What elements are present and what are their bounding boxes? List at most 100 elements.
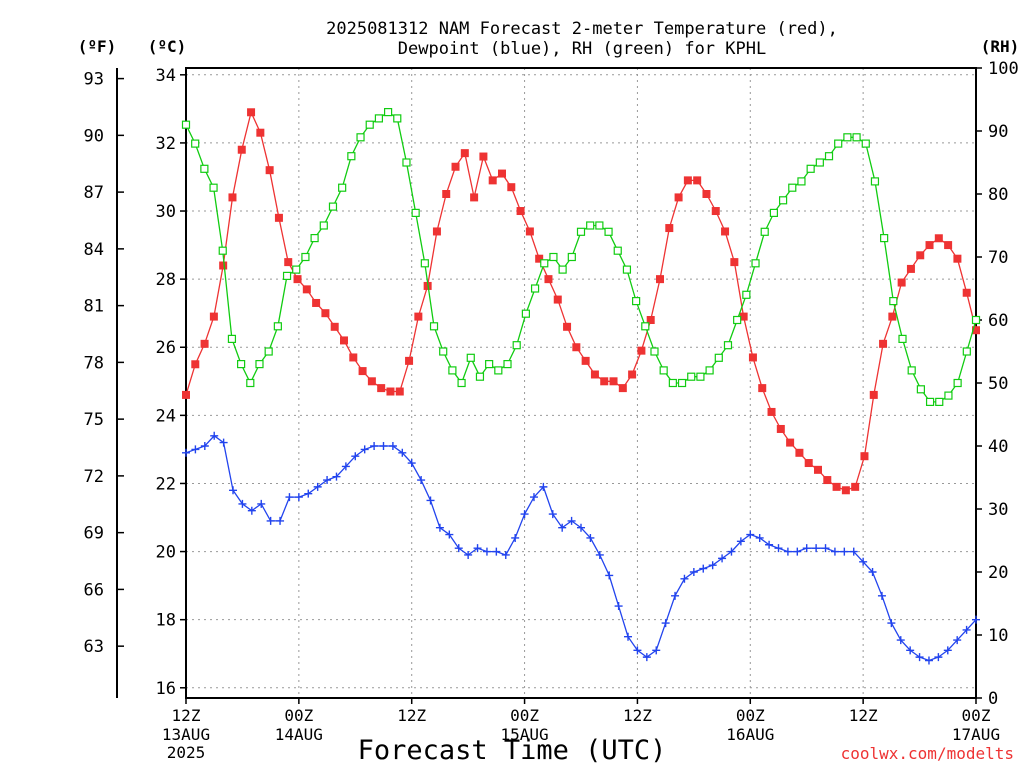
data-point-temperature <box>665 224 674 233</box>
data-point-temperature <box>479 152 488 161</box>
data-point-dewpoint <box>877 591 886 600</box>
data-point-rh <box>273 322 282 331</box>
data-point-temperature <box>432 227 441 236</box>
data-point-rh <box>962 347 971 356</box>
data-point-rh <box>769 208 779 217</box>
data-point-dewpoint <box>586 533 595 542</box>
data-point-rh <box>714 353 723 362</box>
data-point-temperature <box>414 312 423 321</box>
data-point-temperature <box>767 407 776 416</box>
data-point-dewpoint <box>304 489 313 498</box>
data-point-rh <box>237 360 246 369</box>
tick-label-x-date: 17AUG <box>952 725 1000 744</box>
unit-label-celsius: (ºC) <box>148 37 187 56</box>
tick-label-x-date: 16AUG <box>726 725 774 744</box>
data-point-dewpoint <box>642 653 651 662</box>
tick-label-c: 28 <box>156 270 176 290</box>
data-point-temperature <box>646 316 655 324</box>
data-point-rh <box>834 139 843 148</box>
tick-label-rh: 90 <box>988 122 1008 142</box>
tick-label-c: 26 <box>156 338 176 358</box>
data-point-rh <box>420 259 429 268</box>
data-point-temperature <box>656 275 664 284</box>
data-point-dewpoint <box>417 476 426 485</box>
data-point-rh <box>604 227 613 236</box>
data-point-dewpoint <box>529 493 538 502</box>
data-point-dewpoint <box>736 537 745 546</box>
tick-label-c: 20 <box>156 543 176 563</box>
data-point-rh <box>356 133 365 142</box>
data-point-dewpoint <box>793 547 802 556</box>
data-point-rh <box>521 309 530 318</box>
tick-label-rh: 20 <box>988 563 1008 583</box>
data-point-rh <box>328 202 338 211</box>
data-point-rh <box>733 315 742 325</box>
data-point-rh <box>494 366 503 375</box>
data-point-dewpoint <box>943 646 952 655</box>
data-point-rh <box>687 372 696 381</box>
tick-label-f: 87 <box>84 183 104 203</box>
data-point-dewpoint <box>182 448 190 457</box>
tick-label-f: 81 <box>84 297 104 317</box>
data-point-temperature <box>841 486 850 495</box>
series-0-group <box>182 108 980 495</box>
data-point-rh <box>365 120 374 129</box>
tick-label-c: 30 <box>156 202 176 222</box>
data-point-dewpoint <box>868 568 877 576</box>
data-point-rh <box>861 139 870 148</box>
data-point-temperature <box>191 360 200 369</box>
data-point-rh <box>310 234 319 243</box>
data-point-temperature <box>906 264 915 273</box>
data-point-temperature <box>730 258 739 267</box>
data-point-dewpoint <box>718 554 727 563</box>
tick-label-rh: 80 <box>988 185 1008 205</box>
data-point-dewpoint <box>830 547 839 556</box>
data-point-dewpoint <box>840 547 849 556</box>
data-point-dewpoint <box>370 442 379 450</box>
data-point-rh <box>246 378 255 388</box>
tick-label-rh: 100 <box>988 59 1019 79</box>
unit-label-rh: (RH) <box>981 37 1020 56</box>
data-point-rh <box>512 341 521 350</box>
data-point-temperature <box>897 278 906 287</box>
data-point-temperature <box>470 193 479 202</box>
data-point-rh <box>677 378 687 388</box>
data-point-temperature <box>386 387 395 396</box>
data-point-dewpoint <box>539 482 548 491</box>
data-point-dewpoint <box>473 544 482 553</box>
data-point-dewpoint <box>896 636 905 645</box>
data-point-dewpoint <box>548 510 557 519</box>
axes: 63 66 69 72 75 78 81 84 87 90 93 16 18 20 22 24 26 28 30 32… <box>84 59 1019 762</box>
data-point-temperature <box>600 377 609 386</box>
x-axis-title: Forecast Time (UTC) <box>358 735 667 766</box>
data-point-rh <box>255 360 264 369</box>
data-point-dewpoint <box>464 550 473 559</box>
data-point-dewpoint <box>200 442 209 450</box>
credit-text: coolwx.com/modelts <box>841 744 1014 763</box>
data-point-temperature <box>693 176 702 185</box>
data-point-dewpoint <box>388 442 397 450</box>
data-point-dewpoint <box>238 499 247 508</box>
data-point-temperature <box>869 390 878 399</box>
tick-label-x-date: 15AUG <box>500 725 548 744</box>
data-point-temperature <box>962 288 971 297</box>
data-point-rh <box>264 347 273 356</box>
data-point-temperature <box>535 254 544 263</box>
data-point-rh <box>282 271 292 280</box>
data-point-dewpoint <box>906 646 915 655</box>
data-point-temperature <box>879 339 888 348</box>
data-point-rh <box>595 221 604 230</box>
data-point-rh <box>218 246 227 255</box>
tick-label-x-time: 12Z <box>623 706 652 725</box>
data-point-rh <box>227 334 237 343</box>
data-point-temperature <box>758 384 767 393</box>
data-point-dewpoint <box>765 540 774 549</box>
data-point-dewpoint <box>633 646 642 655</box>
data-point-dewpoint <box>511 533 520 542</box>
data-point-rh <box>622 265 632 274</box>
data-point-temperature <box>405 356 414 365</box>
tick-label-rh: 60 <box>988 311 1008 331</box>
data-point-rh <box>613 246 622 255</box>
